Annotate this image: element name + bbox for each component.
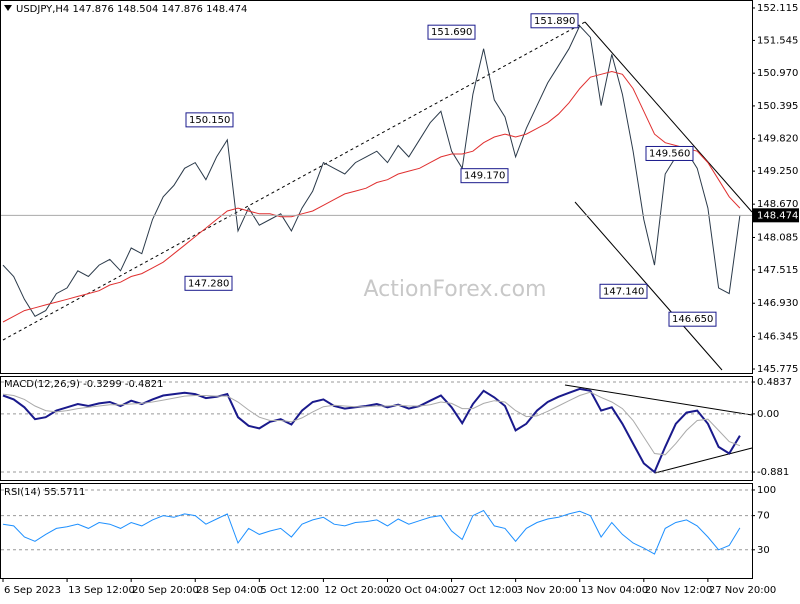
y-tick-label: 148.085: [757, 232, 798, 243]
y-tick-label: 151.545: [757, 35, 798, 46]
price-annotation-box: [460, 168, 509, 184]
y-tick-label: 0.4837: [757, 377, 792, 388]
y-tick-label: 150.395: [757, 101, 798, 112]
price-annotation-box: [530, 13, 579, 29]
y-tick-label: 148.670: [757, 199, 798, 210]
x-tick-label: 5 Oct 12:00: [260, 585, 319, 596]
price-annotation-box: [645, 145, 694, 161]
trend-line: [2, 21, 586, 341]
series-line: [2, 70, 741, 323]
watermark: ActionForex.com: [364, 277, 547, 302]
y-tick-label: 30: [757, 545, 770, 556]
price-annotation: 146.650: [672, 314, 713, 325]
price-panel: [0, 0, 753, 374]
rsi-title: RSI(14) 55.5711: [4, 487, 85, 498]
x-tick-label: 13 Nov 04:00: [581, 585, 648, 596]
price-annotation: 151.690: [431, 27, 472, 38]
y-tick-label: 146.930: [757, 298, 798, 309]
rsi-panel: [0, 483, 753, 579]
trend-line: [584, 21, 753, 213]
series-line: [2, 509, 741, 555]
price-annotation-box: [185, 112, 234, 128]
x-tick-label: 20 Sep 20:00: [132, 585, 199, 596]
price-annotation-box: [184, 275, 233, 291]
y-tick-label: 145.775: [757, 364, 798, 375]
price-annotation: 147.140: [603, 286, 644, 297]
x-tick-label: 6 Sep 2023: [4, 585, 61, 596]
y-tick-label: 0.00: [757, 409, 779, 420]
price-annotation: 150.150: [189, 115, 230, 126]
price-annotation: 149.170: [464, 171, 505, 182]
y-tick-label: 149.250: [757, 166, 798, 177]
y-tick-label: 152.115: [757, 3, 798, 14]
price-annotation: 149.560: [649, 148, 690, 159]
macd-title: MACD(12,26,9) -0.3299 -0.4821: [4, 379, 164, 390]
y-tick-label: 147.515: [757, 265, 798, 276]
x-tick-label: 20 Oct 04:00: [388, 585, 453, 596]
macd-panel: [0, 376, 753, 481]
price-annotation-box: [599, 283, 648, 299]
price-annotation: 151.890: [534, 16, 575, 27]
series-line: [2, 391, 741, 456]
x-tick-label: 13 Sep 12:00: [68, 585, 135, 596]
x-tick-label: 28 Sep 04:00: [196, 585, 263, 596]
x-tick-label: 27 Oct 12:00: [453, 585, 518, 596]
x-tick-label: 12 Oct 20:00: [324, 585, 389, 596]
x-tick-label: 20 Nov 12:00: [645, 585, 712, 596]
y-tick-label: 146.345: [757, 332, 798, 343]
trend-line: [574, 201, 723, 371]
last-price-label: 148.474: [757, 210, 798, 221]
trend-line: [654, 447, 753, 474]
y-tick-label: 149.820: [757, 134, 798, 145]
menu-arrow[interactable]: [4, 5, 12, 11]
price-annotation-box: [427, 24, 476, 40]
price-annotation: 147.280: [188, 278, 229, 289]
y-tick-label: 70: [757, 511, 770, 522]
y-tick-label: 100: [757, 485, 776, 496]
y-tick-label: 150.970: [757, 68, 798, 79]
y-tick-label: -0.881: [757, 467, 789, 478]
x-tick-label: 3 Nov 20:00: [517, 585, 578, 596]
last-price-box: [753, 208, 799, 223]
price-title: USDJPY,H4 147.876 148.504 147.876 148.47…: [16, 4, 247, 15]
trend-line: [564, 384, 753, 416]
series-line: [2, 387, 741, 474]
series-line: [2, 25, 741, 317]
price-annotation-box: [668, 311, 717, 327]
x-tick-label: 27 Nov 20:00: [709, 585, 776, 596]
